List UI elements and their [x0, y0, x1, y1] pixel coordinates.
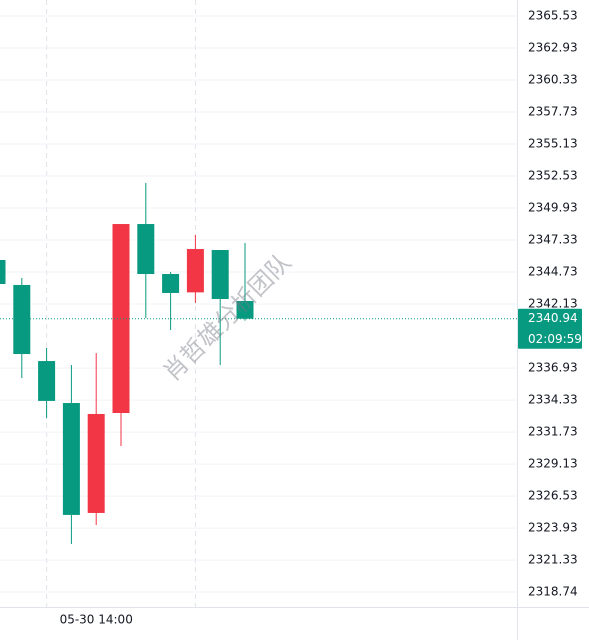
candle-body — [137, 224, 155, 275]
y-tick-label: 2329.13 — [528, 457, 578, 471]
candle-body — [38, 361, 56, 401]
y-tick-label: 2336.93 — [528, 361, 578, 375]
y-tick-label: 2321.33 — [528, 553, 578, 567]
y-tick-label: 2344.73 — [528, 265, 578, 279]
y-tick-label: 2326.53 — [528, 489, 578, 503]
candle-body — [87, 413, 105, 513]
y-tick-label: 2334.33 — [528, 393, 578, 407]
last-price-box — [518, 308, 582, 349]
y-tick-label: 2331.73 — [528, 425, 578, 439]
y-tick-label: 2355.13 — [528, 137, 578, 151]
y-tick-label: 2357.73 — [528, 105, 578, 119]
y-tick-label: 2352.53 — [528, 169, 578, 183]
last-price-label: 2340.94 — [528, 311, 578, 325]
candle-body — [236, 300, 254, 319]
candle-body — [186, 249, 204, 293]
candle-body — [62, 403, 80, 515]
x-tick-label: 05-30 14:00 — [60, 613, 133, 627]
y-tick-label: 2362.93 — [528, 41, 578, 55]
candle-body — [13, 284, 31, 355]
countdown-label: 02:09:59 — [528, 332, 582, 346]
y-tick-label: 2365.53 — [528, 9, 578, 23]
y-tick-label: 2349.93 — [528, 201, 578, 215]
candle-body — [0, 259, 6, 284]
y-tick-label: 2323.93 — [528, 521, 578, 535]
candle-body — [211, 250, 229, 300]
y-tick-label: 2360.33 — [528, 73, 578, 87]
y-tick-label: 2318.74 — [528, 584, 578, 598]
y-tick-label: 2347.33 — [528, 233, 578, 247]
y-tick-label: 2342.13 — [528, 297, 578, 311]
candle-body — [162, 274, 180, 293]
